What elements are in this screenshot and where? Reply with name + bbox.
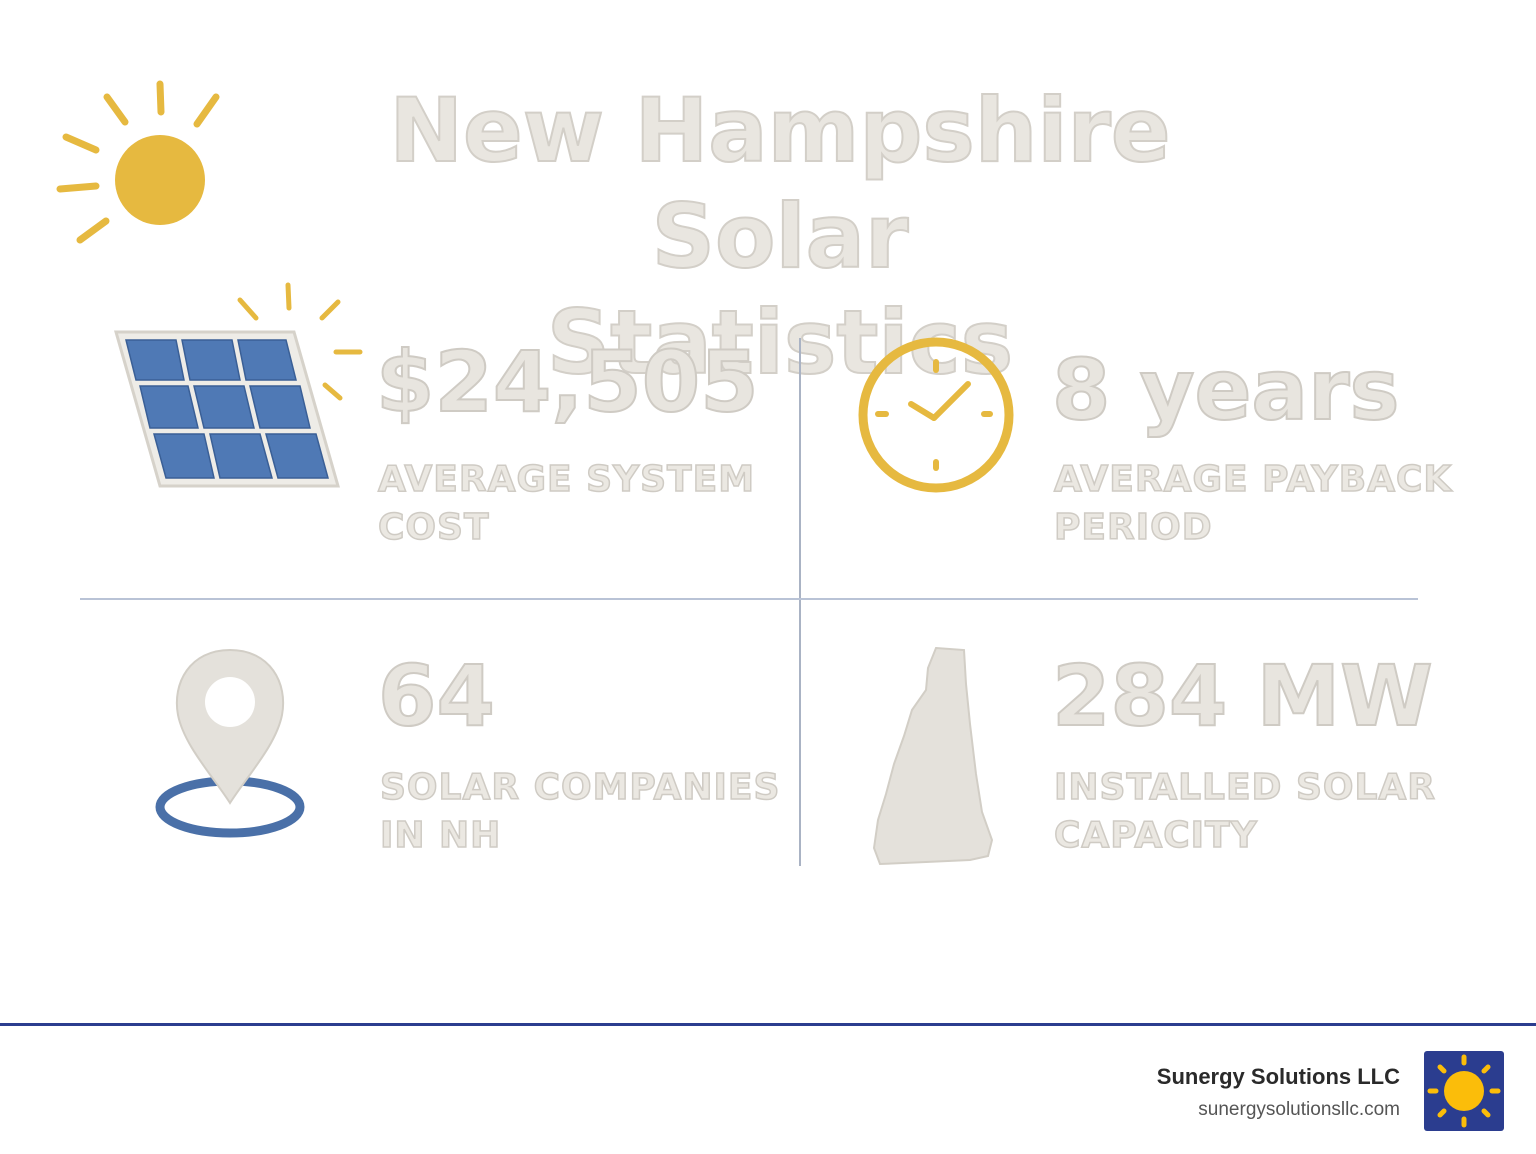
stat-value-capacity: 284 MW	[1051, 646, 1434, 746]
company-url-link[interactable]: sunergysolutionsllc.com	[1198, 1099, 1400, 1120]
page-title: New Hampshire Solar Statistics	[388, 78, 1171, 395]
new-hampshire-map-icon	[872, 646, 994, 866]
horizontal-divider	[80, 598, 1418, 600]
stat-label-capacity: INSTALLED SOLAR CAPACITY	[1053, 766, 1437, 857]
vertical-divider	[799, 338, 801, 866]
stat-label-system-cost: AVERAGE SYSTEM COST	[377, 458, 756, 549]
stat-label-companies: SOLAR COMPANIES IN NH	[379, 766, 781, 857]
stat-value-payback: 8 years	[1051, 340, 1401, 440]
clock-icon	[858, 337, 1014, 493]
stat-value-companies: 64	[377, 646, 496, 746]
stat-value-system-cost: $24,505	[375, 332, 760, 432]
sun-logo-icon	[1424, 1051, 1504, 1131]
stat-label-payback: AVERAGE PAYBACK PERIOD	[1053, 458, 1453, 549]
sun-icon	[56, 80, 220, 244]
footer-divider	[0, 1023, 1536, 1026]
company-name: Sunergy Solutions LLC	[1156, 1064, 1400, 1089]
solar-panel-icon	[114, 282, 363, 488]
location-pin-icon	[155, 648, 305, 838]
